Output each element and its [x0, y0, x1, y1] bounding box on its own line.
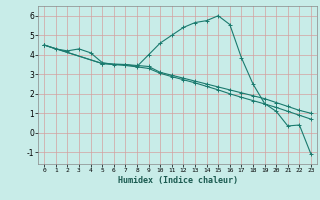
X-axis label: Humidex (Indice chaleur): Humidex (Indice chaleur) — [118, 176, 238, 185]
